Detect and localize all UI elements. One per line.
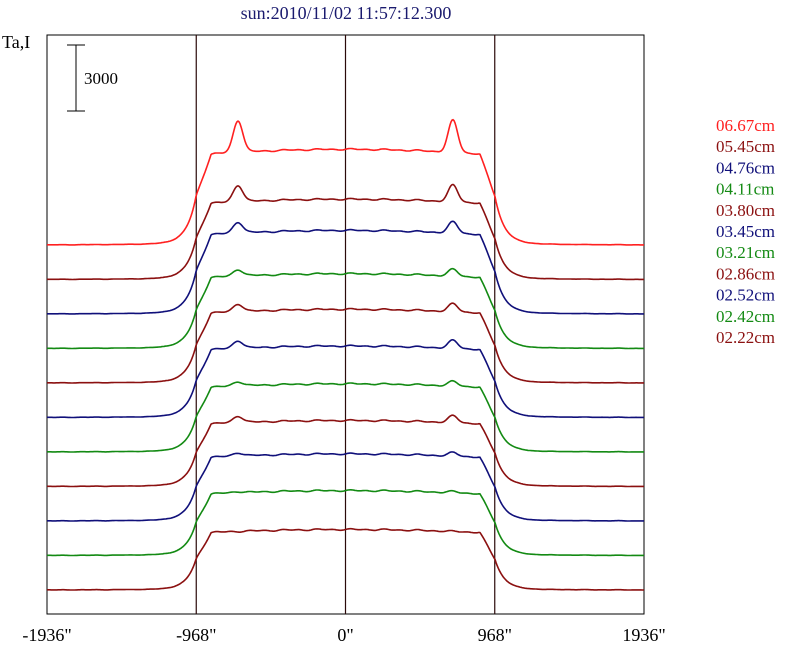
legend-entry: 04.76cm: [716, 158, 775, 177]
series-line-02.42cm: [47, 489, 644, 557]
legend: 06.67cm 05.45cm 04.76cm 04.11cm 03.80cm 03.45…: [716, 116, 775, 347]
scale-bar: 3000: [67, 44, 118, 112]
limb-reference-lines: [195, 35, 496, 614]
legend-entry: 02.86cm: [716, 264, 775, 283]
series-line-03.45cm: [47, 339, 644, 419]
x-tick-labels: -1936" -968" 0" 968" 1936": [22, 625, 665, 645]
series-line-02.22cm: [47, 527, 645, 591]
series-line-05.45cm: [47, 183, 644, 281]
legend-entry: 02.22cm: [716, 328, 775, 347]
legend-entry: 05.45cm: [716, 137, 775, 156]
series-line-06.67cm: [47, 118, 644, 246]
x-tick-label: 0": [337, 625, 353, 645]
x-tick-label: -1936": [22, 625, 71, 645]
legend-entry: 03.21cm: [716, 243, 775, 262]
scale-bar-label: 3000: [84, 69, 118, 88]
series-line-03.80cm: [47, 302, 644, 384]
series-line-02.86cm: [47, 414, 644, 488]
series-line-04.76cm: [47, 220, 644, 315]
legend-entry: 03.80cm: [716, 201, 775, 220]
x-tick-label: 968": [478, 625, 512, 645]
legend-entry: 03.45cm: [716, 222, 775, 241]
legend-entry: 02.52cm: [716, 286, 775, 305]
x-tick-label: -968": [176, 625, 216, 645]
legend-entry: 06.67cm: [716, 116, 775, 135]
series-curves: [47, 118, 645, 591]
y-axis-label: Ta,I: [2, 32, 30, 52]
series-line-04.11cm: [47, 267, 644, 350]
chart-title: sun:2010/11/02 11:57:12.300: [241, 3, 452, 23]
series-line-03.21cm: [47, 379, 644, 453]
legend-entry: 04.11cm: [716, 180, 774, 199]
legend-entry: 02.42cm: [716, 307, 775, 326]
x-tick-label: 1936": [622, 625, 665, 645]
series-line-02.52cm: [47, 451, 644, 522]
